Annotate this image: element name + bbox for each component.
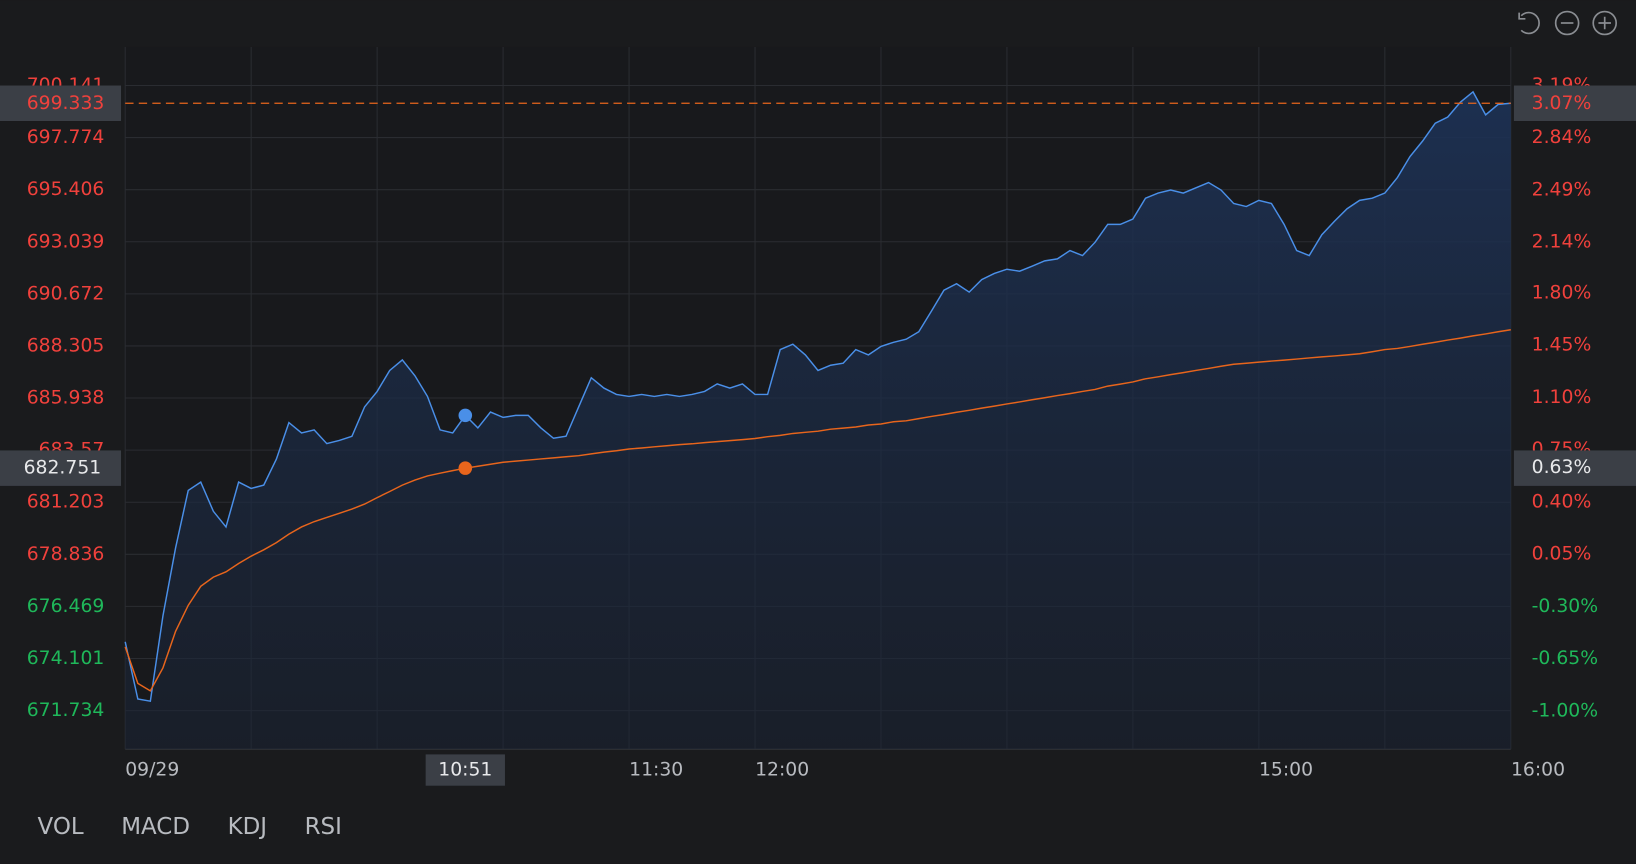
plot-area: 700.141697.774695.406693.039690.672688.3… [0,46,1636,840]
change-label-box [1513,85,1636,122]
x-tick-label: 12:00 [755,760,809,781]
area [125,91,1511,750]
y2-tick-label: 0.05% [1532,544,1592,565]
line [124,90,1511,703]
y2-tick-label: 0.40% [1532,491,1592,512]
y-tick-label: 681.203 [27,492,105,513]
y2-tick-label: 1.80% [1532,282,1592,303]
indicator-tab[interactable]: KDJ [228,814,267,840]
indicator-tab[interactable]: VOL [38,814,84,840]
crosshair-price-box [0,450,122,486]
crosshair-time-box [425,754,505,786]
y-tick-label: 671.734 [27,700,105,721]
crosshair-time: 10:51 [438,760,492,781]
y-tick-label: 697.774 [27,127,105,148]
crosshair-change: 0.63% [1532,457,1592,478]
zoom-in-button[interactable] [1592,10,1618,36]
x-tick-label: 15:00 [1259,760,1313,781]
indicator-tab[interactable]: RSI [305,814,342,840]
undo-button[interactable] [1518,11,1540,35]
y-tick-label: 690.672 [27,283,105,304]
crosshair-dot [458,408,473,423]
y2-tick-label: -0.30% [1532,596,1598,617]
y2-tick-label: 2.14% [1532,232,1592,253]
y-tick-label: 695.406 [27,179,105,200]
crosshair-price: 682.751 [24,458,102,479]
y-tick-label: 693.039 [27,231,105,252]
y2-tick-label: 1.10% [1532,387,1592,408]
y2-tick-label: -1.00% [1532,700,1598,721]
y2-tick-label: 2.49% [1532,179,1592,200]
x-tick-label: 16:00 [1511,760,1565,781]
current-price-label: 699.333 [27,93,105,114]
crosshair-dot [458,461,473,475]
toolbar [1518,10,1618,36]
zoom-out-button[interactable] [1554,10,1580,36]
y-tick-label: 688.305 [27,335,105,356]
y2-tick-label: -0.65% [1532,648,1598,669]
indicator-tab[interactable]: MACD [121,814,190,840]
y-tick-label: 685.938 [27,388,105,409]
y-tick-label: 674.101 [27,648,105,669]
crosshair-change-box [1513,450,1636,486]
y-tick-label: 676.469 [27,596,105,617]
line [124,329,1511,692]
y2-tick-label: 2.84% [1532,127,1592,148]
x-tick-label: 11:30 [629,760,683,781]
current-change-label: 3.07% [1532,93,1592,114]
y2-tick-label: 1.45% [1532,335,1592,356]
x-tick-label: 09/29 [125,760,179,781]
y-tick-label: 678.836 [27,544,105,565]
price-label-box [0,85,122,122]
